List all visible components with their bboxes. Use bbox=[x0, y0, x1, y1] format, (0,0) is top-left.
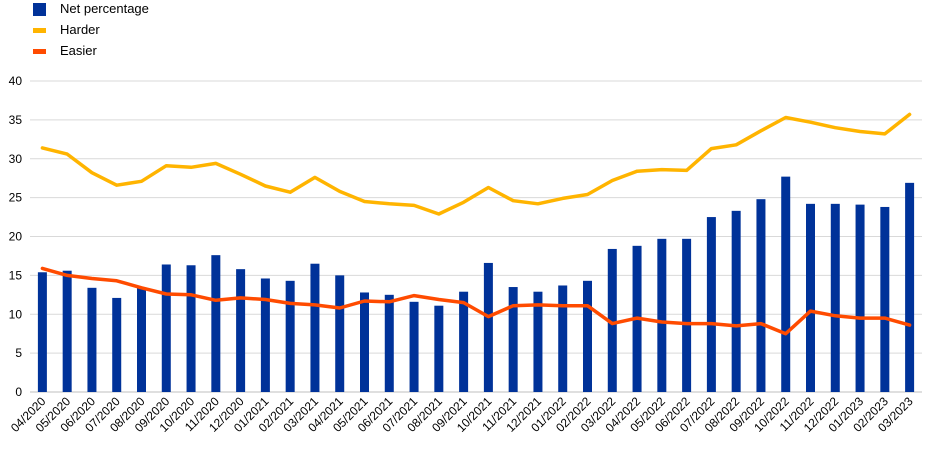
legend-label: Easier bbox=[60, 43, 98, 58]
bar-net-percentage bbox=[508, 287, 518, 392]
bar-net-percentage bbox=[880, 206, 890, 392]
bar-net-percentage bbox=[781, 176, 791, 392]
y-tick-label: 25 bbox=[9, 191, 23, 205]
bar-net-percentage bbox=[434, 305, 444, 392]
bar-net-percentage bbox=[583, 280, 592, 392]
y-tick-label: 20 bbox=[9, 230, 23, 244]
x-axis: 04/202005/202006/202007/202008/202009/20… bbox=[8, 394, 916, 435]
legend-swatch-line bbox=[33, 28, 46, 33]
bar-series bbox=[37, 176, 915, 392]
bar-net-percentage bbox=[558, 285, 568, 392]
line-series bbox=[40, 112, 912, 336]
legend-swatch-bar bbox=[33, 3, 46, 16]
line-harder bbox=[40, 112, 912, 216]
bar-net-percentage bbox=[384, 294, 394, 392]
bar-net-percentage bbox=[260, 278, 270, 392]
y-tick-label: 0 bbox=[15, 385, 22, 399]
gridlines bbox=[30, 80, 922, 393]
bar-net-percentage bbox=[310, 263, 320, 392]
bar-net-percentage bbox=[236, 269, 246, 392]
bar-net-percentage bbox=[112, 297, 122, 392]
bar-net-percentage bbox=[682, 238, 692, 392]
bar-net-percentage bbox=[409, 301, 419, 392]
bar-net-percentage bbox=[756, 199, 766, 392]
bar-net-percentage bbox=[855, 204, 865, 392]
y-tick-label: 35 bbox=[9, 113, 23, 127]
legend-label: Net percentage bbox=[60, 1, 149, 16]
bar-net-percentage bbox=[483, 262, 493, 392]
y-axis: 0 5 10 15 20 25 30 35 40 bbox=[9, 74, 23, 399]
bar-net-percentage bbox=[211, 255, 221, 392]
bar-net-percentage bbox=[731, 210, 741, 392]
line-easier bbox=[40, 266, 912, 336]
bar-net-percentage bbox=[830, 203, 840, 392]
legend: Net percentage Harder Easier bbox=[33, 1, 149, 58]
y-tick-label: 40 bbox=[9, 74, 23, 88]
bar-net-percentage bbox=[87, 287, 97, 392]
legend-swatch-line bbox=[33, 49, 46, 54]
bar-net-percentage bbox=[335, 275, 345, 392]
y-tick-label: 30 bbox=[9, 152, 23, 166]
bar-net-percentage bbox=[161, 264, 171, 392]
legend-label: Harder bbox=[60, 22, 100, 37]
bar-net-percentage bbox=[657, 238, 667, 392]
bar-net-percentage bbox=[186, 265, 196, 392]
bar-net-percentage bbox=[459, 291, 469, 392]
bar-net-percentage bbox=[360, 292, 369, 392]
bar-net-percentage bbox=[706, 217, 716, 392]
bar-net-percentage bbox=[285, 280, 295, 392]
bar-net-percentage bbox=[806, 203, 815, 392]
bar-net-percentage bbox=[905, 182, 915, 392]
bar-net-percentage bbox=[533, 291, 543, 392]
bar-net-percentage bbox=[607, 248, 617, 392]
bar-net-percentage bbox=[137, 287, 146, 392]
y-tick-label: 5 bbox=[15, 346, 22, 360]
y-tick-label: 10 bbox=[9, 307, 23, 321]
bar-net-percentage bbox=[37, 272, 47, 392]
y-tick-label: 15 bbox=[9, 268, 23, 282]
bar-net-percentage bbox=[62, 270, 72, 392]
